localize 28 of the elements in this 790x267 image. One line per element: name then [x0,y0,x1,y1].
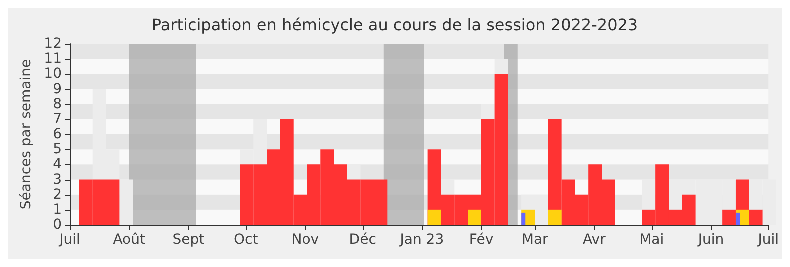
x-tick-label: Nov [292,232,320,248]
chart-title: Participation en hémicycle au cours de la session 2022-2023 [152,16,638,34]
x-tick-label: Oct [234,232,259,248]
x-tick-label: Fév [469,232,494,248]
x-tick-label: Juil [757,232,779,248]
x-tick-label: Déc [349,232,376,248]
y-axis-title: Séances par semaine [18,59,34,210]
x-tick-label: Juin [697,232,724,248]
y-tick-label: 11 [44,51,62,68]
y-tick-label: 3 [53,172,62,188]
x-tick-label: Mar [522,232,549,248]
y-tick-label: 2 [53,186,62,203]
y-tick-label: 1 [53,202,62,218]
x-tick-label: Mai [640,232,664,248]
x-tick-label: Juil [58,232,80,248]
x-tick-label: Jan 23 [399,232,444,248]
x-tick-label: Sept [172,232,206,248]
y-tick-label: 8 [53,96,62,112]
y-tick-label: 7 [53,111,62,128]
x-tick-label: Avr [583,232,606,248]
y-tick-label: 9 [53,81,62,98]
y-tick-label: 4 [53,156,62,173]
x-tick-label: Août [113,232,146,248]
y-tick-label: 10 [44,66,62,82]
y-tick-label: 12 [44,36,62,52]
y-tick-label: 0 [53,217,62,233]
y-tick-label: 5 [53,142,62,158]
y-tick-label: 6 [53,126,62,142]
